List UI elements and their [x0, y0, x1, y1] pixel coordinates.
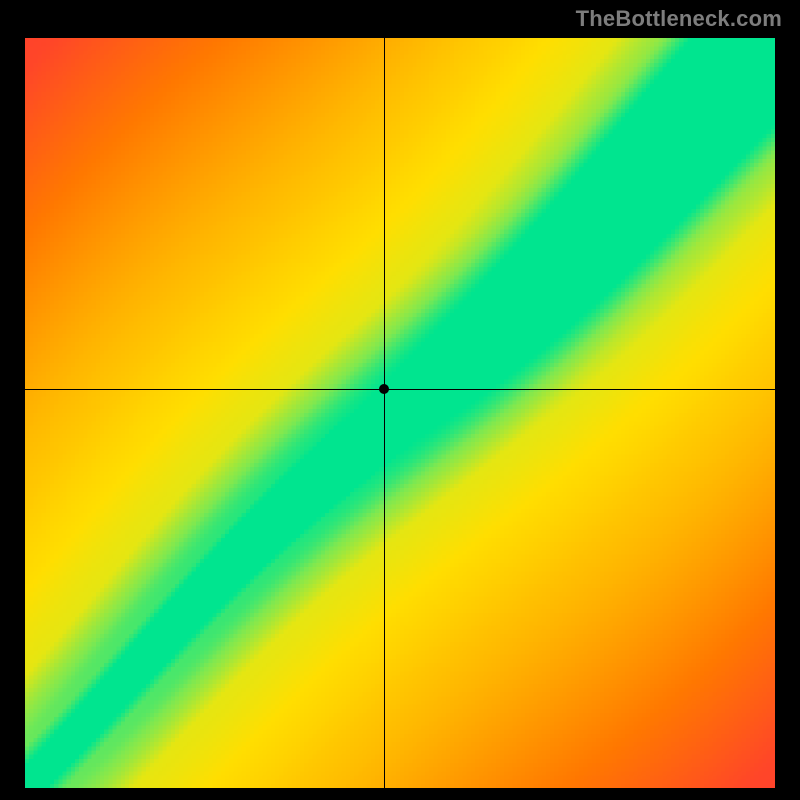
crosshair-vertical — [384, 38, 385, 788]
plot-frame — [25, 38, 775, 788]
data-point-marker — [379, 384, 389, 394]
crosshair-horizontal — [25, 389, 775, 390]
watermark-text: TheBottleneck.com — [576, 6, 782, 32]
heatmap-canvas — [25, 38, 775, 788]
chart-container: TheBottleneck.com — [0, 0, 800, 800]
